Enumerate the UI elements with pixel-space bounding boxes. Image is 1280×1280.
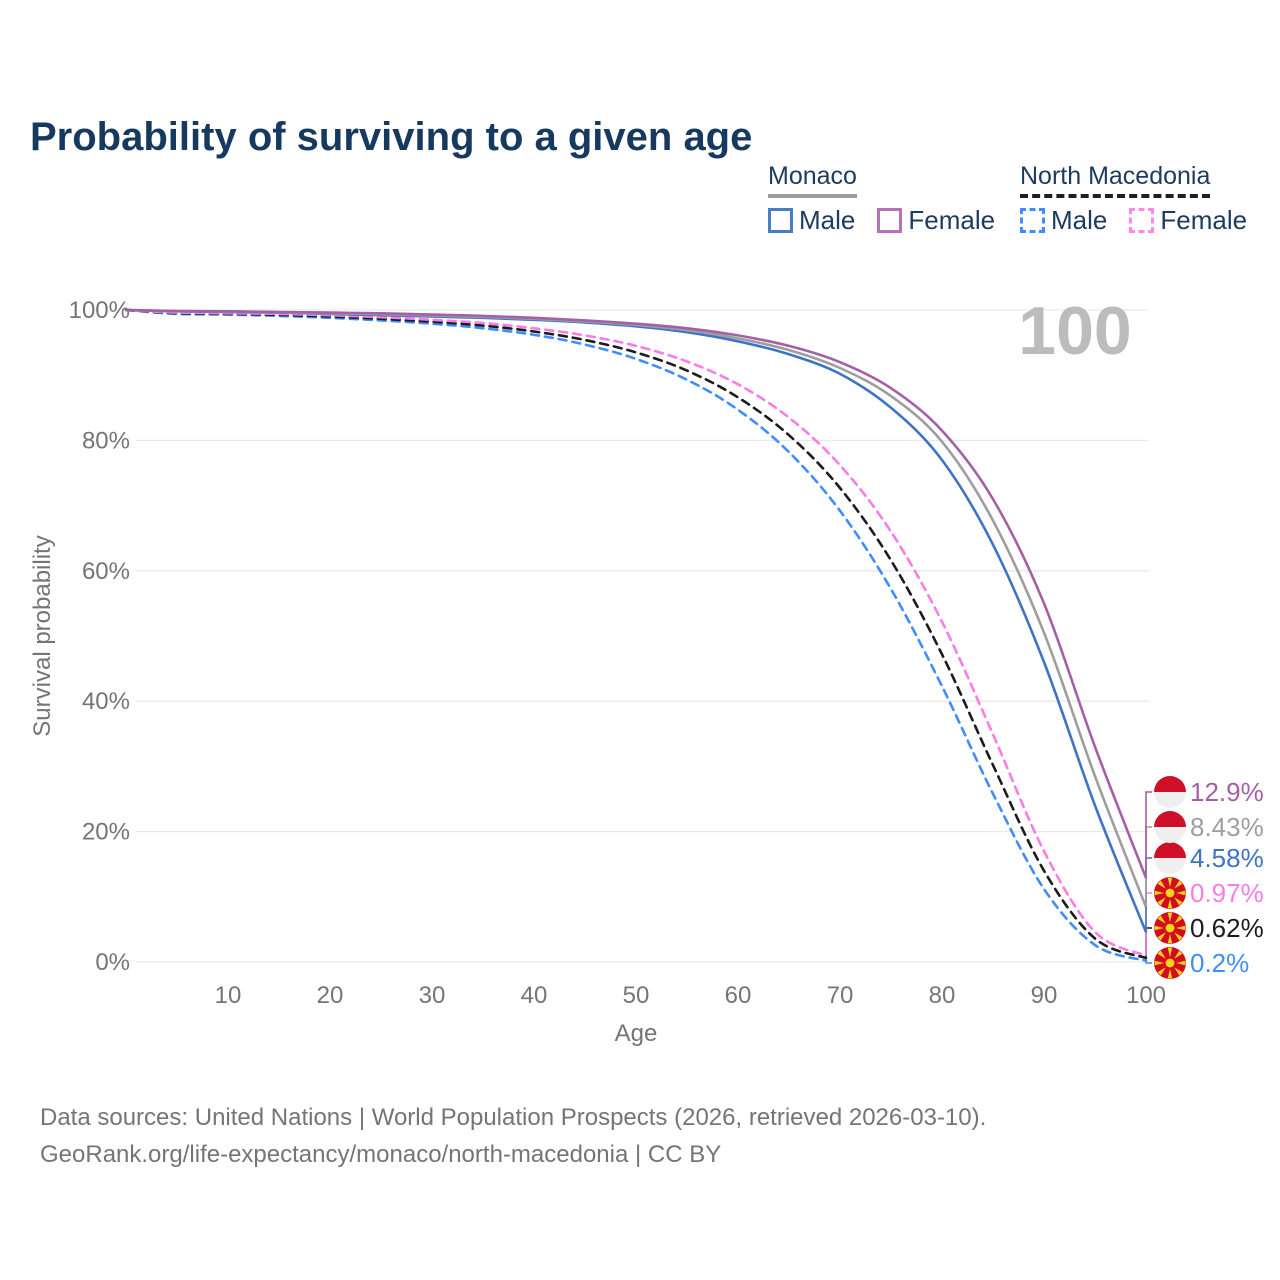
chart-title: Probability of surviving to a given age bbox=[30, 114, 753, 159]
legend-label-monaco-female: Female bbox=[908, 205, 996, 235]
monaco-flag-icon bbox=[1154, 842, 1186, 874]
curve-north-macedonia-male bbox=[124, 308, 1148, 962]
end-label-monaco-female: 12.9% bbox=[1190, 777, 1264, 807]
end-label-monaco-male: 4.58% bbox=[1190, 843, 1264, 873]
curve-monaco-male bbox=[124, 308, 1148, 934]
age-counter-watermark: 100 bbox=[1018, 293, 1132, 369]
end-label-connector-north-macedonia-male bbox=[1145, 960, 1152, 964]
legend-item-monaco-male[interactable]: Male bbox=[768, 205, 855, 236]
curve-north-macedonia-total bbox=[124, 308, 1148, 960]
monaco-flag-icon bbox=[1154, 776, 1186, 808]
monaco-female-swatch-icon bbox=[877, 208, 903, 233]
x-tick-60: 60 bbox=[725, 982, 752, 1009]
legend-group-north-macedonia: North Macedonia Male Female bbox=[1020, 162, 1247, 236]
footer-data-sources: Data sources: United Nations | World Pop… bbox=[40, 1104, 987, 1131]
x-tick-80: 80 bbox=[929, 982, 956, 1009]
legend-label-nm-female: Female bbox=[1160, 205, 1248, 235]
x-tick-30: 30 bbox=[419, 982, 446, 1009]
y-tick-100%: 100% bbox=[69, 297, 130, 324]
end-label-connector-monaco-male bbox=[1145, 857, 1152, 933]
legend-country-north-macedonia: North Macedonia bbox=[1020, 162, 1211, 198]
y-tick-60%: 60% bbox=[82, 558, 130, 585]
curve-monaco-total bbox=[124, 308, 1148, 909]
legend-label-monaco-male: Male bbox=[799, 205, 856, 235]
end-label-north-macedonia-male: 0.2% bbox=[1190, 948, 1249, 978]
end-label-north-macedonia-total: 0.62% bbox=[1190, 913, 1264, 943]
legend-item-nm-male[interactable]: Male bbox=[1020, 205, 1107, 236]
legend-country-monaco: Monaco bbox=[768, 162, 857, 198]
x-tick-10: 10 bbox=[215, 982, 242, 1009]
legend-item-nm-female[interactable]: Female bbox=[1129, 205, 1247, 236]
end-label-monaco-total: 8.43% bbox=[1190, 812, 1264, 842]
y-tick-80%: 80% bbox=[82, 427, 130, 454]
nm-male-swatch-icon bbox=[1020, 208, 1045, 233]
x-tick-20: 20 bbox=[317, 982, 344, 1009]
legend-group-monaco: Monaco Male Female bbox=[768, 162, 995, 236]
y-tick-0%: 0% bbox=[95, 949, 130, 976]
x-tick-100: 100 bbox=[1126, 982, 1166, 1009]
survival-chart: 0% 20% 40% 60% 80% 100% 10 20 30 40 50 60 70 80 90 100 A… bbox=[29, 297, 1264, 1047]
north-macedonia-flag-icon bbox=[1154, 912, 1186, 944]
y-tick-20%: 20% bbox=[82, 819, 130, 846]
north-macedonia-flag-icon bbox=[1154, 947, 1186, 979]
y-tick-40%: 40% bbox=[82, 688, 130, 715]
end-label-connector-north-macedonia-female bbox=[1145, 892, 1152, 956]
legend-item-monaco-female[interactable]: Female bbox=[877, 205, 995, 236]
x-tick-70: 70 bbox=[827, 982, 854, 1009]
x-tick-50: 50 bbox=[623, 982, 650, 1009]
end-label-north-macedonia-female: 0.97% bbox=[1190, 878, 1264, 908]
x-tick-40: 40 bbox=[521, 982, 548, 1009]
north-macedonia-flag-icon bbox=[1154, 877, 1186, 909]
legend-label-nm-male: Male bbox=[1051, 205, 1108, 235]
curve-north-macedonia-female bbox=[124, 308, 1148, 957]
nm-female-swatch-icon bbox=[1129, 208, 1155, 233]
footer-attribution: GeoRank.org/life-expectancy/monaco/north… bbox=[40, 1141, 722, 1168]
x-tick-90: 90 bbox=[1031, 982, 1058, 1009]
monaco-male-swatch-icon bbox=[768, 208, 793, 233]
end-label-connector-monaco-female bbox=[1145, 791, 1152, 878]
curve-monaco-female bbox=[124, 308, 1148, 880]
end-label-connector-monaco-total bbox=[1145, 826, 1152, 907]
monaco-flag-icon bbox=[1154, 811, 1186, 843]
x-axis-title: Age bbox=[615, 1020, 658, 1047]
footer: Data sources: United Nations | World Pop… bbox=[40, 1104, 986, 1178]
y-axis-title: Survival probability bbox=[29, 535, 56, 736]
